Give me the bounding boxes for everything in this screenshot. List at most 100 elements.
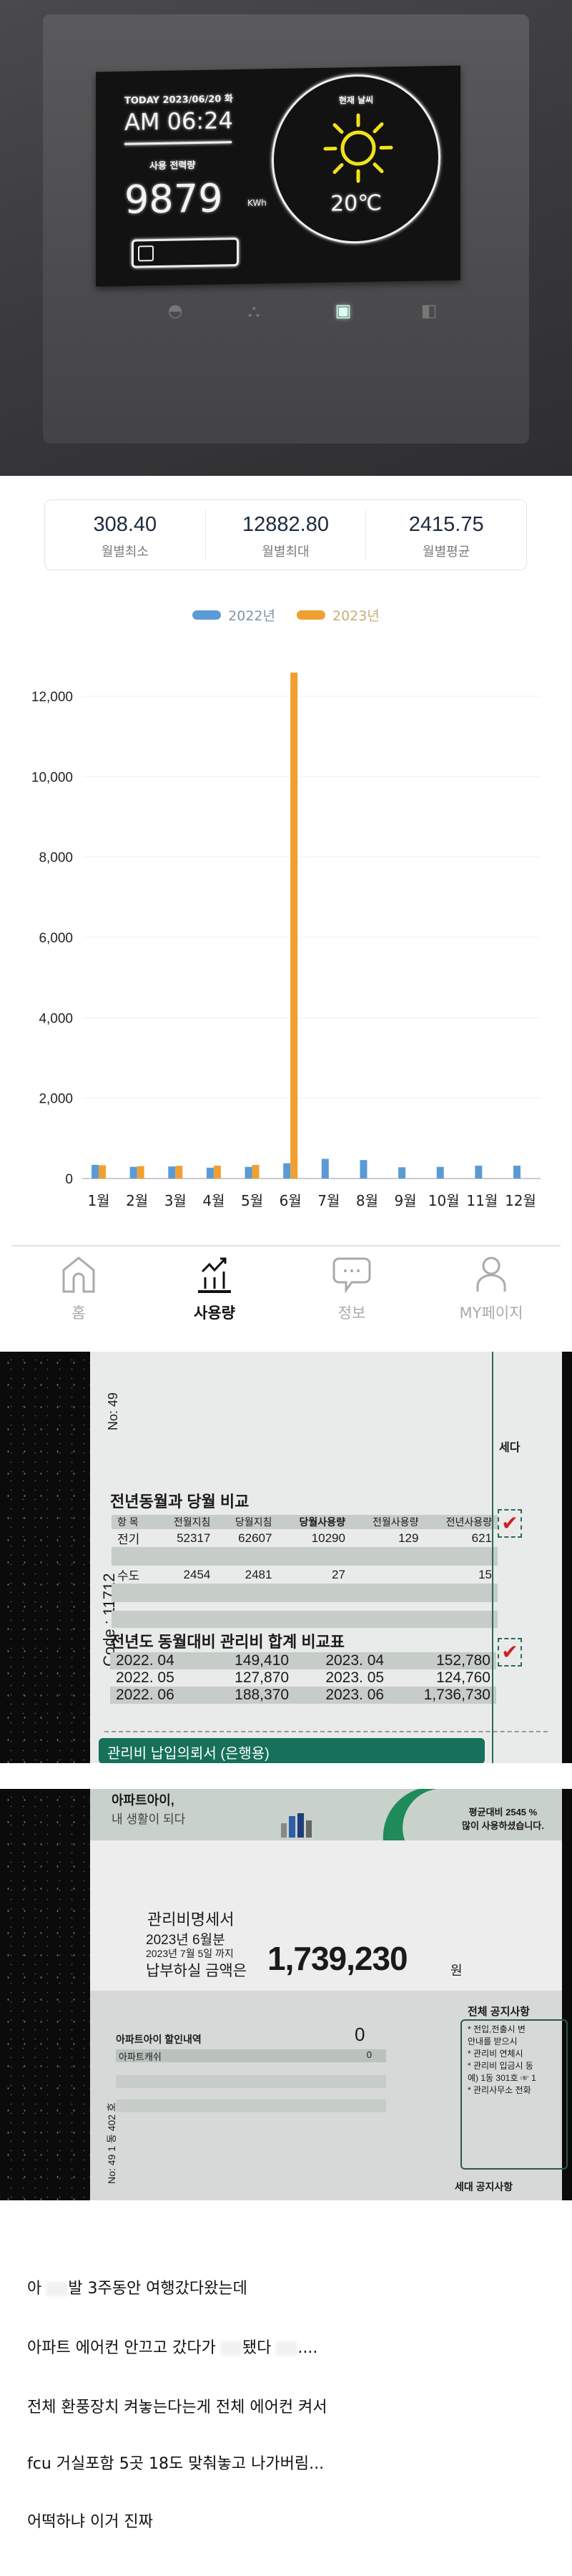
brand-line: 아파트아이, <box>112 1793 174 1807</box>
bill-lower-section: No: 49 1 동 402 호 아파트아이 할인내역 0 아파트캐쉬 0 전체 … <box>90 1991 568 2200</box>
bill-header-strip: 아파트아이, 내 생활이 되다 평균대비 2545 % 많이 사용하셨습니다. <box>90 1789 562 1840</box>
comparison-title: 전년동월과 당월 비교 <box>110 1493 250 1511</box>
stat-value: 2415.75 <box>408 512 484 536</box>
household-notice-title: 세대 공지사항 <box>455 2181 513 2192</box>
avg-note: 평균대비 2545 % 많이 사용하셨습니다. <box>462 1805 544 1832</box>
usage-box <box>132 237 239 268</box>
table-row: 전기 52317 62607 10290 129 621 <box>112 1529 498 1547</box>
x-tick-label: 9월 <box>395 1192 417 1209</box>
sun-icon <box>323 113 393 183</box>
bar-2022-7 <box>321 1158 329 1179</box>
x-tick-label: 12월 <box>505 1192 536 1209</box>
y-tick-label: 10,000 <box>31 770 73 785</box>
text: 발 3주동안 여행갔다왔는데 <box>68 2280 247 2298</box>
bar-2022-6 <box>283 1163 291 1179</box>
x-tick-label: 5월 <box>241 1192 263 1209</box>
bar-2023-3 <box>175 1166 183 1179</box>
stat-max: 12882.80 월별최대 <box>204 509 366 560</box>
stat-avg: 2415.75 월별평균 <box>365 509 526 560</box>
fee-compare-title: 전년도 동월대비 관리비 합계 비교표 <box>110 1633 345 1651</box>
post-line: fcu 거실포함 5곳 18도 맞춰놓고 나가버림... <box>27 2455 325 2473</box>
statement-title: 관리비명세서 <box>147 1911 235 1928</box>
bar-2023-2 <box>137 1166 144 1179</box>
panel-button-icon: ▣ <box>335 301 352 321</box>
panel-button-icon: ⛬ <box>247 301 260 321</box>
nav-home[interactable]: 홈 <box>29 1256 129 1323</box>
text: 됐다 <box>242 2339 277 2357</box>
cut-line <box>104 1731 548 1732</box>
notice-line: * 관리비 연체시 <box>468 2049 523 2059</box>
y-tick-label: 0 <box>65 1172 73 1187</box>
nav-usage[interactable]: 사용량 <box>164 1256 265 1323</box>
td: 전기 <box>117 1533 140 1546</box>
td: 52317 <box>177 1531 211 1545</box>
bar-2022-9 <box>398 1167 406 1179</box>
nav-info[interactable]: 정보 <box>302 1256 402 1323</box>
td: 62607 <box>238 1531 272 1545</box>
statement-period: 2023년 6월분 <box>146 1933 225 1948</box>
legend-item-2022[interactable]: 2022년 <box>192 605 275 625</box>
table-row: 수도 2454 2481 27 15 <box>112 1566 498 1584</box>
cube-icon <box>138 245 154 262</box>
fee-compare-table: 2022. 04 149,410 2023. 04 152,780 2022. 05 1… <box>110 1652 496 1704</box>
td: 2454 <box>183 1567 211 1581</box>
td: 2022. 06 <box>116 1687 174 1703</box>
th: 항 목 <box>117 1516 139 1528</box>
building-icon <box>281 1813 312 1838</box>
td: 124,760 <box>436 1669 490 1686</box>
table-row: 2022. 06 188,370 2023. 06 1,736,730 <box>110 1687 496 1704</box>
divider <box>124 141 232 145</box>
x-tick-label: 6월 <box>280 1192 302 1209</box>
nav-mypage[interactable]: MY페이지 <box>441 1256 541 1323</box>
legend-swatch <box>192 610 222 620</box>
td: 27 <box>332 1567 345 1581</box>
td: 129 <box>398 1531 419 1545</box>
th: 당월지침 <box>235 1516 272 1528</box>
nav-label: MY페이지 <box>459 1304 523 1322</box>
x-tick-label: 4월 <box>202 1192 225 1209</box>
bar-2022-5 <box>245 1166 252 1179</box>
y-tick-label: 8,000 <box>39 851 73 866</box>
td: 152,780 <box>436 1652 490 1669</box>
chat-icon <box>332 1257 371 1294</box>
x-tick-label: 11월 <box>466 1192 498 1209</box>
notice-line: * 관리사무소 전화 <box>468 2085 531 2095</box>
cash-label: 아파트캐쉬 <box>119 2051 162 2062</box>
unit-number: No: 49 1 동 402 호 <box>106 2102 117 2184</box>
y-tick-label: 4,000 <box>39 1011 73 1026</box>
bar-2022-3 <box>168 1166 176 1179</box>
x-tick-label: 10월 <box>428 1192 460 1209</box>
avg-note-line: 평균대비 2545 % <box>468 1807 538 1818</box>
temperature: 20℃ <box>330 190 382 217</box>
y-tick-label: 12,000 <box>31 690 73 705</box>
weather-label: 현재 날씨 <box>338 94 374 106</box>
td: 2481 <box>245 1567 272 1581</box>
panel-screen: TODAY 2023/06/20 화 AM 06:24 사용 전력량 9879 … <box>96 65 460 287</box>
countertop <box>0 1352 90 1763</box>
weather-circle: 현재 날씨 20℃ <box>272 73 440 245</box>
x-tick-label: 3월 <box>164 1192 187 1209</box>
post-line: 아파트 에어컨 안끄고 갔다가 됐다 .... <box>27 2335 317 2358</box>
amount-label: 납부하실 금액은 <box>146 1963 247 1979</box>
y-tick-label: 2,000 <box>39 1092 73 1107</box>
td: 수도 <box>117 1569 140 1583</box>
post-line: 전체 환풍장치 켜놓는다는게 전체 에어컨 켜서 <box>27 2399 327 2416</box>
legend-swatch <box>297 610 325 620</box>
notice-title: 전체 공지사항 <box>468 2006 530 2018</box>
notice-box: * 전입,전출시 변 안내를 받으시 * 관리비 연체시 * 관리비 입금시 동… <box>460 2019 568 2170</box>
table-band <box>112 1611 498 1628</box>
td: 188,370 <box>235 1687 290 1703</box>
bill-comparison-photo: No: 49 Code : 11712 전년동월과 당월 비교 항 목 전월지침 당… <box>0 1352 572 1763</box>
notice-line: 안내를 받으시 <box>468 2036 518 2046</box>
th: 당월사용량 <box>299 1516 345 1528</box>
usage-compare-table: 항 목 전월지침 당월지침 당월사용량 전월사용량 전년사용량 전기 52317 62607 1… <box>112 1515 498 1602</box>
legend-item-2023[interactable]: 2023년 <box>297 605 380 625</box>
checkmark-icon: ✔ <box>498 1638 522 1667</box>
stat-value: 308.40 <box>93 512 157 536</box>
table-row: 2022. 04 149,410 2023. 04 152,780 <box>110 1652 496 1669</box>
th: 전월사용량 <box>373 1516 419 1528</box>
table-band <box>116 2075 386 2088</box>
bar-2022-4 <box>206 1167 214 1179</box>
nav-label: 정보 <box>337 1304 366 1322</box>
checkmark-icon: ✔ <box>498 1509 522 1538</box>
